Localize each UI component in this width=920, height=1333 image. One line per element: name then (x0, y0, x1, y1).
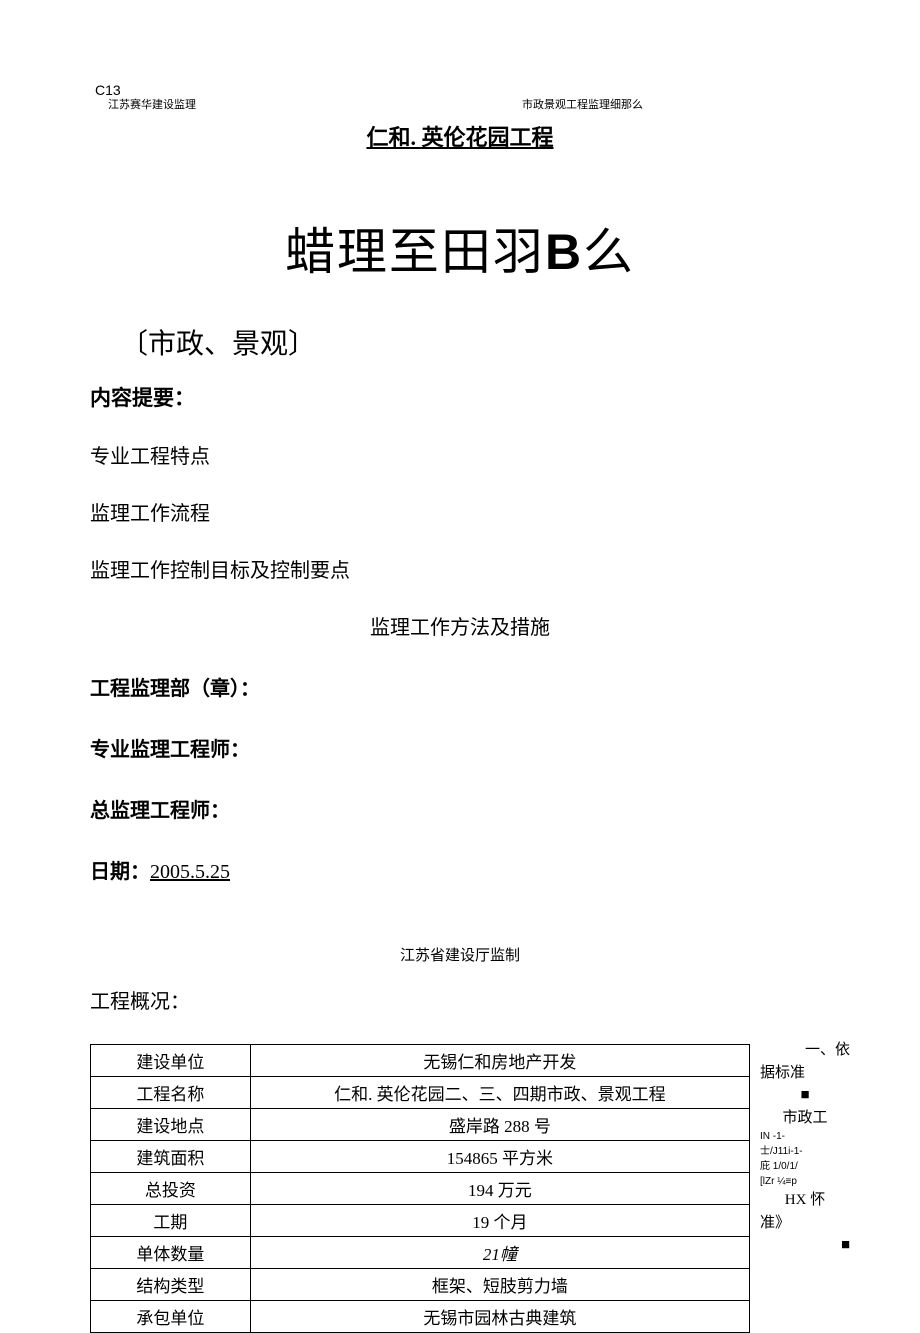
table-label-cell: 建设地点 (91, 1109, 251, 1141)
table-value-cell: 仁和. 英伦花园二、三、四期市政、景观工程 (250, 1077, 749, 1109)
document-title: 仁和. 英伦花园工程 (90, 120, 830, 152)
header-right: 市政景观工程监理细那么 (522, 96, 643, 112)
signature-dept: 工程监理部（章）： (90, 672, 830, 701)
side-square: ■ (760, 1234, 850, 1257)
date-label: 日期： (90, 861, 150, 883)
header-left: 江苏赛华建设监理 (108, 96, 196, 112)
overview-label: 工程概况： (90, 985, 830, 1014)
signature-engineer: 专业监理工程师： (90, 733, 830, 762)
table-row: 工程名称仁和. 英伦花园二、三、四期市政、景观工程 (91, 1077, 750, 1109)
table-label-cell: 工期 (91, 1205, 251, 1237)
table-row: 结构类型框架、短肢剪力墙 (91, 1269, 750, 1301)
table-label-cell: 建筑面积 (91, 1141, 251, 1173)
table-value-cell: 21幢 (250, 1237, 749, 1269)
table-row: 建设地点盛岸路 288 号 (91, 1109, 750, 1141)
side-fragment: [lZr ¼≡p (760, 1174, 850, 1189)
content-item-4: 监理工作方法及措施 (90, 611, 830, 640)
table-label-cell: 总投资 (91, 1173, 251, 1205)
footer-note: 江苏省建设厅监制 (90, 944, 830, 965)
side-fragment: 庇 1/0/1/ (760, 1159, 850, 1174)
side-line: 一、依 (760, 1039, 850, 1062)
subtitle: 〔市政、景观〕 (120, 322, 830, 362)
table-value-cell: 194 万元 (250, 1173, 749, 1205)
table-row: 建设单位无锡仁和房地产开发 (91, 1045, 750, 1077)
side-square: ■ (760, 1084, 850, 1107)
table-value-cell: 盛岸路 288 号 (250, 1109, 749, 1141)
table-value-cell: 154865 平方米 (250, 1141, 749, 1173)
heading-prefix: 蜡理至田羽 (285, 224, 545, 280)
signature-date: 日期：2005.5.25 (90, 855, 830, 884)
table-label-cell: 建设单位 (91, 1045, 251, 1077)
table-wrapper: 建设单位无锡仁和房地产开发工程名称仁和. 英伦花园二、三、四期市政、景观工程建设… (90, 1044, 830, 1333)
side-line: 据标准 (760, 1062, 850, 1085)
table-row: 工期19 个月 (91, 1205, 750, 1237)
content-item-2: 监理工作流程 (90, 497, 830, 526)
table-value-cell: 无锡市园林古典建筑 (250, 1301, 749, 1333)
heading-suffix: 么 (583, 224, 635, 280)
signature-chief: 总监理工程师： (90, 794, 830, 823)
table-row: 建筑面积154865 平方米 (91, 1141, 750, 1173)
table-label-cell: 承包单位 (91, 1301, 251, 1333)
table-label-cell: 结构类型 (91, 1269, 251, 1301)
project-info-table: 建设单位无锡仁和房地产开发工程名称仁和. 英伦花园二、三、四期市政、景观工程建设… (90, 1044, 750, 1333)
table-label-cell: 单体数量 (91, 1237, 251, 1269)
side-line: 准》 (760, 1212, 850, 1235)
table-label-cell: 工程名称 (91, 1077, 251, 1109)
table-row: 承包单位无锡市园林古典建筑 (91, 1301, 750, 1333)
table-value-cell: 19 个月 (250, 1205, 749, 1237)
table-value-cell: 无锡仁和房地产开发 (250, 1045, 749, 1077)
side-text: 一、依 据标准 ■ 市政工 IN -1- 士/J11i-1- 庇 1/0/1/ … (760, 1039, 850, 1257)
heading-letter: B (545, 224, 583, 280)
table-value-cell: 框架、短肢剪力墙 (250, 1269, 749, 1301)
date-value: 2005.5.25 (150, 861, 230, 883)
summary-label: 内容提要： (90, 382, 830, 412)
main-heading: 蜡理至田羽B么 (90, 212, 830, 284)
table-row: 总投资194 万元 (91, 1173, 750, 1205)
table-row: 单体数量21幢 (91, 1237, 750, 1269)
content-item-3: 监理工作控制目标及控制要点 (90, 554, 830, 583)
side-line: HX 怀 (760, 1189, 850, 1212)
side-fragment: 士/J11i-1- (760, 1144, 850, 1159)
side-fragment: IN -1- (760, 1129, 850, 1144)
side-line: 市政工 (760, 1107, 850, 1130)
content-item-1: 专业工程特点 (90, 440, 830, 469)
